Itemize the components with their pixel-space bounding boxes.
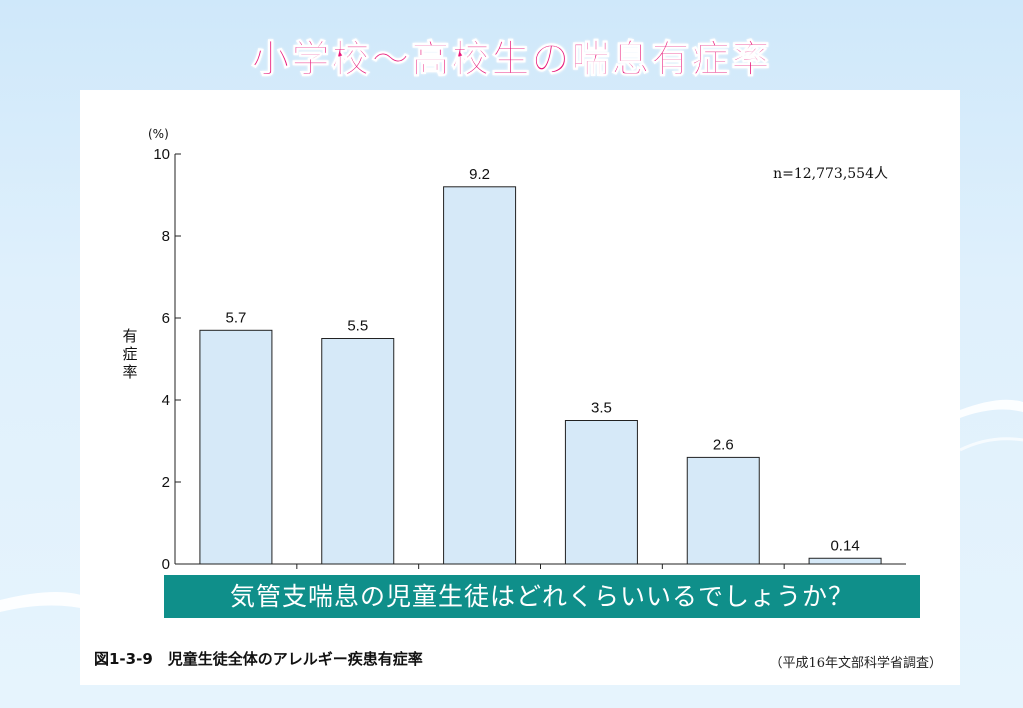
figure-panel: 0 2 4 6 8 10 (%) 有症率 5.7 5.5 9.2 3.5 2.6 0.14 n=12,773…: [80, 90, 960, 685]
y-tick-label: 10: [153, 146, 170, 163]
figure-caption: 図1‐3‐9 児童生徒全体のアレルギー疾患有症率: [94, 650, 423, 668]
slide-title: 小学校～高校生の喘息有症率: [251, 37, 772, 82]
bar: [808, 557, 882, 565]
bar-value-label: 2.6: [713, 436, 734, 453]
bar: [199, 329, 273, 565]
y-tick-label: 8: [162, 228, 170, 245]
y-tick-label: 0: [162, 556, 170, 573]
bar: [686, 456, 760, 565]
y-axis-label: 有: [122, 327, 137, 345]
bar-chart: 0 2 4 6 8 10 (%) 有症率 5.7 5.5 9.2 3.5 2.6 0.14 n=12,773…: [122, 127, 906, 573]
y-axis-label: 率: [122, 363, 137, 381]
sample-size-annotation: n=12,773,554人: [773, 166, 888, 182]
bar-value-label: 3.5: [591, 400, 612, 417]
question-banner: 気管支喘息の児童生徒はどれくらいいるでしょうか？: [164, 575, 920, 618]
bar: [321, 338, 395, 565]
y-tick-label: 2: [162, 474, 170, 491]
figure-source: （平成16年文部科学省調査）: [769, 656, 942, 671]
bar-value-label: 5.5: [347, 318, 368, 335]
y-axis-label: 症: [122, 345, 137, 363]
y-tick-label: 4: [162, 392, 170, 409]
bar-value-label: 5.7: [225, 309, 246, 326]
bar: [443, 186, 517, 565]
bar-value-label: 0.14: [830, 537, 859, 554]
y-unit-label: (%): [148, 127, 169, 141]
bar-value-label: 9.2: [469, 166, 490, 183]
bar: [564, 420, 638, 565]
y-tick-label: 6: [162, 310, 170, 327]
